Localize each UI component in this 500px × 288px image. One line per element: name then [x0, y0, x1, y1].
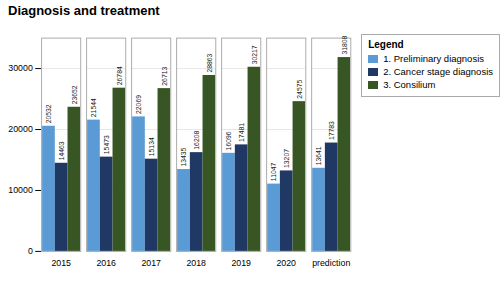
svg-text:26784: 26784: [116, 66, 123, 85]
svg-text:17783: 17783: [328, 121, 335, 140]
html-text:Diagnosis and treatment: Diagnosis and treatment: [8, 3, 160, 18]
svg-text:17481: 17481: [238, 123, 245, 142]
svg-text:2017: 2017: [141, 258, 161, 268]
svg-text:23652: 23652: [71, 85, 78, 104]
svg-text:13207: 13207: [283, 149, 290, 168]
html-text:1. Preliminary diagnosis: 1. Preliminary diagnosis: [383, 53, 484, 64]
svg-text:28863: 28863: [206, 53, 213, 72]
svg-text:20532: 20532: [45, 104, 52, 123]
svg-text:2019: 2019: [231, 258, 251, 268]
svg-text:2018: 2018: [186, 258, 206, 268]
svg-text:2020: 2020: [276, 258, 296, 268]
svg-text:30000: 30000: [8, 63, 33, 73]
svg-text:14463: 14463: [58, 141, 65, 160]
svg-text:22069: 22069: [135, 95, 142, 114]
svg-text:15473: 15473: [103, 135, 110, 154]
svg-text:26713: 26713: [161, 66, 168, 85]
svg-text:24575: 24575: [296, 80, 303, 99]
svg-text:15134: 15134: [148, 137, 155, 156]
svg-text:30217: 30217: [251, 45, 258, 64]
html-text:3. Consilium: 3. Consilium: [383, 79, 436, 90]
svg-text:11047: 11047: [270, 162, 277, 181]
svg-text:2016: 2016: [96, 258, 116, 268]
svg-text:31808: 31808: [341, 35, 348, 54]
svg-text:2015: 2015: [51, 258, 71, 268]
svg-text:10000: 10000: [8, 185, 33, 195]
svg-text:21544: 21544: [90, 98, 97, 117]
svg-text:20000: 20000: [8, 124, 33, 134]
html-text:Legend: Legend: [368, 39, 404, 50]
svg-text:13435: 13435: [180, 147, 187, 166]
svg-text:prediction: prediction: [312, 258, 350, 268]
html-text:2. Cancer stage diagnosis: 2. Cancer stage diagnosis: [383, 66, 493, 77]
svg-text:16096: 16096: [225, 131, 232, 150]
svg-text:13641: 13641: [315, 146, 322, 165]
svg-text:0: 0: [28, 246, 33, 256]
svg-text:16208: 16208: [193, 131, 200, 150]
